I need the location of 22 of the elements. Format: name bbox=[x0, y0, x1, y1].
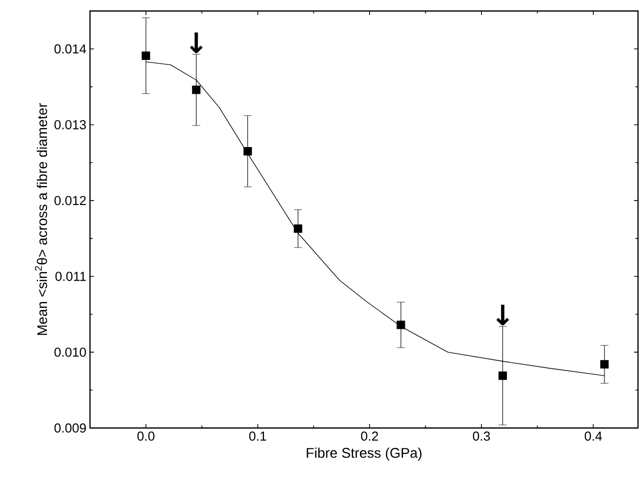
point bbox=[498, 371, 507, 380]
y-tick-label: 0.009 bbox=[54, 423, 86, 433]
y-tick-label: 0.012 bbox=[54, 196, 86, 206]
point bbox=[243, 147, 252, 156]
x-axis-title: Fibre Stress (GPa) bbox=[306, 448, 422, 461]
x-tick-label: 0.0 bbox=[137, 432, 154, 441]
annotation: ↓ bbox=[190, 32, 203, 54]
y-tick-label: 0.011 bbox=[55, 272, 86, 281]
x-tick-label: 0.2 bbox=[361, 432, 378, 441]
x-tick-label: 0.1 bbox=[249, 432, 266, 441]
y-axis-title: Mean <sin$^{2}$θ> across a fibre diameter bbox=[34, 103, 48, 335]
x-tick-label: 0.3 bbox=[472, 432, 490, 441]
point bbox=[192, 86, 200, 94]
annotation: ↓ bbox=[496, 304, 510, 326]
point bbox=[294, 224, 302, 233]
point bbox=[600, 360, 609, 369]
x-tick-label: 0.4 bbox=[584, 432, 602, 441]
y-tick-label: 0.013 bbox=[54, 120, 86, 130]
y-tick-label: 0.014 bbox=[54, 44, 86, 54]
y-tick-label: 0.010 bbox=[54, 348, 86, 357]
point bbox=[142, 52, 150, 60]
point bbox=[396, 320, 406, 330]
